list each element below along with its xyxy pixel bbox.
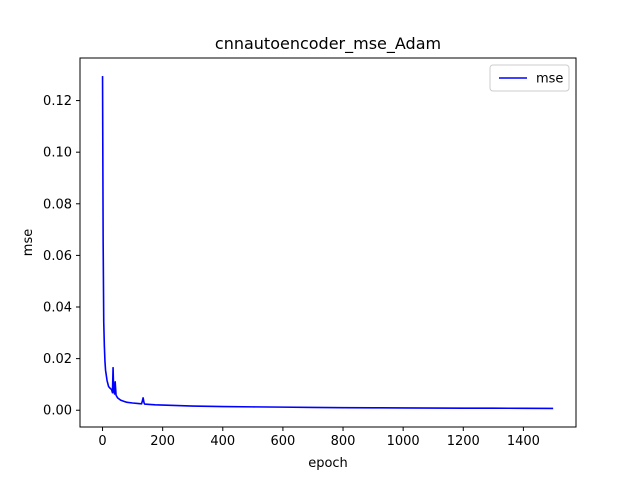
legend-label-mse: mse (536, 72, 563, 87)
chart-title: cnnautoencoder_mse_Adam (215, 34, 441, 54)
x-tick-label: 800 (331, 434, 356, 449)
x-axis-label: epoch (308, 456, 348, 471)
series-layer (101, 76, 554, 410)
x-tick-label: 600 (270, 434, 295, 449)
series-line-mse (101, 76, 554, 410)
x-tick-label: 0 (98, 434, 106, 449)
y-tick-label: 0.10 (43, 146, 72, 161)
x-tick-label: 200 (150, 434, 175, 449)
legend: mse (489, 64, 570, 92)
x-tick-label: 1000 (387, 434, 420, 449)
y-tick-label: 0.08 (43, 197, 72, 212)
y-axis-ticks: 0.00 0.02 0.04 0.06 0.08 0.10 0.12 (43, 94, 80, 419)
x-axis-ticks: 0 200 400 600 800 1000 1200 1400 (98, 427, 540, 449)
plot-frame (79, 57, 577, 428)
y-tick-label: 0.12 (43, 94, 72, 109)
y-axis-label: mse (21, 229, 36, 256)
y-tick-label: 0.00 (43, 404, 72, 419)
y-tick-label: 0.06 (43, 249, 72, 264)
y-tick-label: 0.02 (43, 352, 72, 367)
x-tick-label: 1400 (507, 434, 540, 449)
plot-area (80, 58, 576, 427)
legend-box (489, 64, 570, 92)
x-tick-label: 400 (210, 434, 235, 449)
y-tick-label: 0.04 (43, 301, 72, 316)
x-tick-label: 1200 (447, 434, 480, 449)
